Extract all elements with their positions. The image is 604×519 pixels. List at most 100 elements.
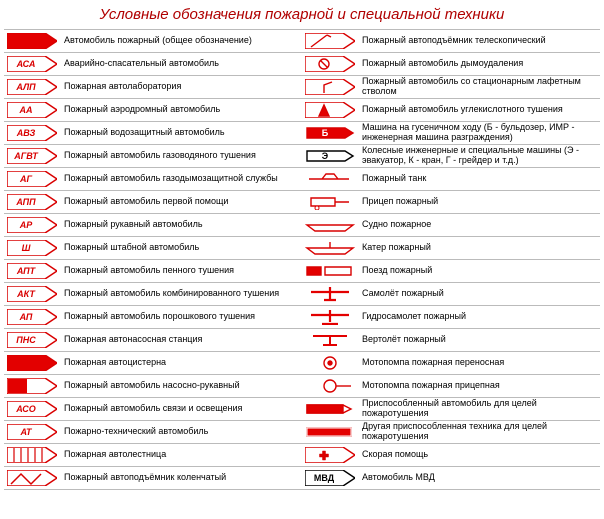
symbol-label: Пожарный автомобиль углекислотного тушен… [356,105,598,115]
symbol-icon [304,54,356,74]
left-row: Пожарный автоподъёмник коленчатый [4,466,302,490]
symbol-label: Пожарный автомобиль со стационарным лафе… [356,77,598,97]
symbol-label: Пожарный автомобиль газодымозащитной слу… [58,174,300,184]
symbol-icon [304,169,356,189]
columns: Автомобиль пожарный (общее обозначение)А… [4,29,600,490]
left-row: Пожарная автоцистерна [4,351,302,374]
symbol-label: Пожарная автонасосная станция [58,335,300,345]
symbol-label: Самолёт пожарный [356,289,598,299]
svg-text:АЛП: АЛП [15,82,36,92]
symbol-label: Пожарный танк [356,174,598,184]
symbol-label: Приспособленный автомобиль для целей пож… [356,399,598,419]
symbol-icon: Э [304,146,356,166]
left-row: АКТ Пожарный автомобиль комбинированного … [4,282,302,305]
svg-text:ПНС: ПНС [16,335,36,345]
right-row: Пожарный танк [302,167,600,190]
left-row: АГВТ Пожарный автомобиль газоводяного туш… [4,144,302,167]
symbol-label: Пожарный автоподъёмник телескопический [356,36,598,46]
symbol-label: Пожарный автоподъёмник коленчатый [58,473,300,483]
right-row: БМашина на гусеничном ходу (Б - бульдозе… [302,121,600,144]
left-row: Пожарная автолестница [4,443,302,466]
symbol-label: Пожарный автомобиль первой помощи [58,197,300,207]
symbol-label: Поезд пожарный [356,266,598,276]
right-row: Приспособленный автомобиль для целей пож… [302,397,600,420]
symbol-icon: АСО [6,399,58,419]
left-row: АППожарный автомобиль порошкового тушени… [4,305,302,328]
right-row: Э Колесные инженерные и специальные машин… [302,144,600,167]
svg-text:АВЗ: АВЗ [16,128,36,138]
symbol-icon [304,376,356,396]
right-row: Самолёт пожарный [302,282,600,305]
svg-text:АСА: АСА [16,59,36,69]
left-row: Автомобиль пожарный (общее обозначение) [4,29,302,52]
symbol-icon [304,238,356,258]
symbol-icon: ПНС [6,330,58,350]
symbol-icon [304,399,356,419]
left-row: АВЗ Пожарный водозащитный автомобиль [4,121,302,144]
svg-text:Б: Б [322,128,329,138]
left-row: ПНС Пожарная автонасосная станция [4,328,302,351]
symbol-label: Колесные инженерные и специальные машины… [356,146,598,166]
right-row: Гидросамолет пожарный [302,305,600,328]
left-row: АПТ Пожарный автомобиль пенного тушения [4,259,302,282]
symbol-label: Пожарный автомобиль связи и освещения [58,404,300,414]
symbol-icon [6,376,58,396]
right-row: Судно пожарное [302,213,600,236]
left-column: Автомобиль пожарный (общее обозначение)А… [4,29,302,490]
symbol-icon: Ш [6,238,58,258]
symbol-label: Пожарный водозащитный автомобиль [58,128,300,138]
left-row: АТПожарно-технический автомобиль [4,420,302,443]
left-row: АГ Пожарный автомобиль газодымозащитной с… [4,167,302,190]
symbol-icon [304,284,356,304]
symbol-icon [304,100,356,120]
symbol-label: Пожарный автомобиль комбинированного туш… [58,289,300,299]
svg-text:Э: Э [322,151,329,161]
symbol-label: Пожарный аэродромный автомобиль [58,105,300,115]
symbol-icon [6,353,58,373]
right-row: Пожарный автоподъёмник телескопический [302,29,600,52]
left-row: АСААварийно-спасательный автомобиль [4,52,302,75]
right-row: Скорая помощь [302,443,600,466]
symbol-icon [304,353,356,373]
svg-text:АГВТ: АГВТ [13,151,39,161]
symbol-icon: АПП [6,192,58,212]
svg-text:Ш: Ш [22,243,31,253]
symbol-icon [304,77,356,97]
symbol-label: Пожарная автолестница [58,450,300,460]
symbol-label: Другая приспособленная техника для целей… [356,422,598,442]
right-row: Пожарный автомобиль дымоудаления [302,52,600,75]
symbol-label: Прицеп пожарный [356,197,598,207]
svg-text:АПТ: АПТ [16,266,37,276]
symbol-label: Мотопомпа пожарная прицепная [356,381,598,391]
symbol-label: Пожарный автомобиль пенного тушения [58,266,300,276]
right-row: Прицеп пожарный [302,190,600,213]
symbol-icon [304,215,356,235]
symbol-icon [304,445,356,465]
symbol-label: Пожарный штабной автомобиль [58,243,300,253]
right-row: Мотопомпа пожарная прицепная [302,374,600,397]
svg-text:АП: АП [19,312,33,322]
page-title: Условные обозначения пожарной и специаль… [4,6,600,23]
right-row: Катер пожарный [302,236,600,259]
symbol-label: Мотопомпа пожарная переносная [356,358,598,368]
left-row: АЛППожарная автолаборатория [4,75,302,98]
symbol-icon: АЛП [6,77,58,97]
right-row: Мотопомпа пожарная переносная [302,351,600,374]
symbol-icon: АП [6,307,58,327]
symbol-label: Автомобиль МВД [356,473,598,483]
right-row: МВДАвтомобиль МВД [302,466,600,490]
right-row: Поезд пожарный [302,259,600,282]
symbol-label: Вертолёт пожарный [356,335,598,345]
symbol-icon [304,31,356,51]
symbol-label: Пожарный автомобиль газоводяного тушения [58,151,300,161]
symbol-icon: АПТ [6,261,58,281]
svg-text:АКТ: АКТ [16,289,36,299]
legend-page: Условные обозначения пожарной и специаль… [0,0,604,519]
left-row: Пожарный автомобиль насосно-рукавный [4,374,302,397]
symbol-icon: АТ [6,422,58,442]
symbol-icon: АВЗ [6,123,58,143]
symbol-icon [304,422,356,442]
symbol-icon [304,261,356,281]
symbol-icon: АГВТ [6,146,58,166]
svg-text:АГ: АГ [19,174,32,184]
